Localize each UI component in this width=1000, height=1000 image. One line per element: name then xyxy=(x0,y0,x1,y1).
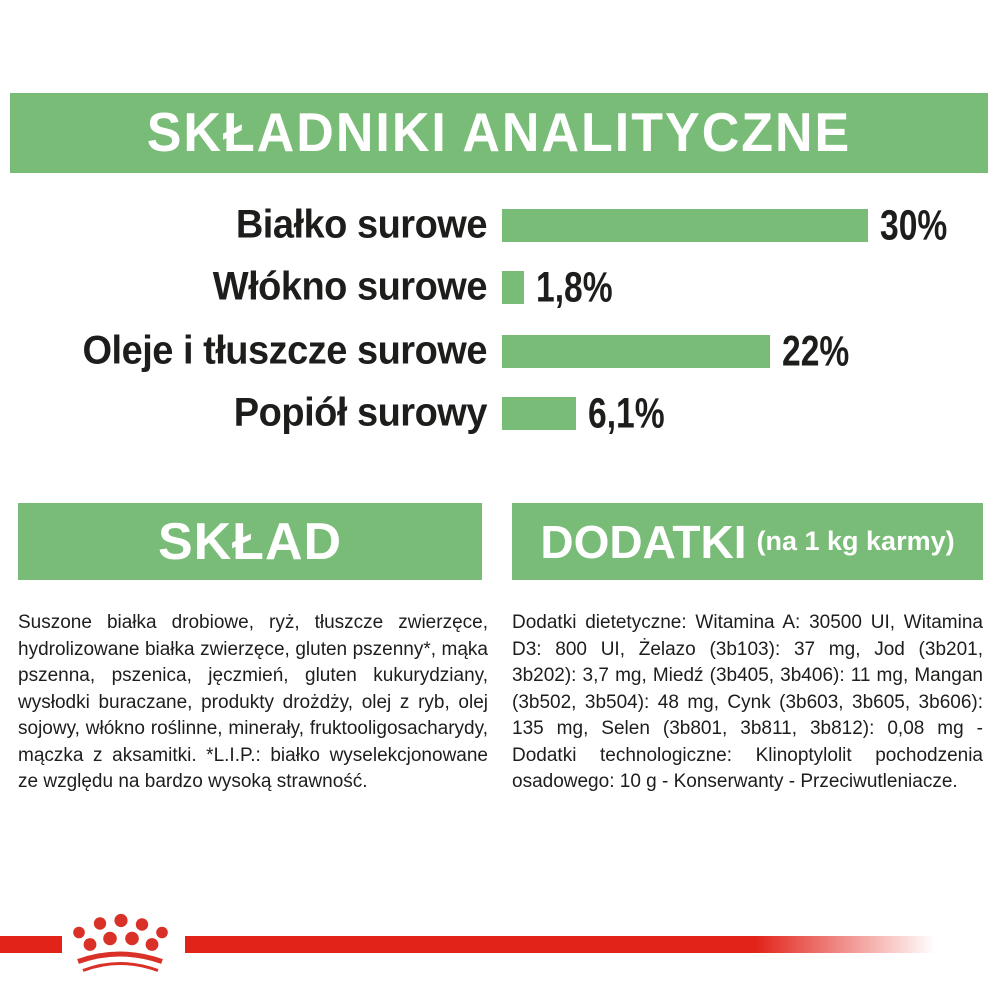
analytical-title: SKŁADNIKI ANALITYCZNE xyxy=(146,102,852,164)
chart-row-label: Popiół surowy xyxy=(233,390,488,435)
royal-canin-crown-icon xyxy=(73,913,168,972)
chart-bar xyxy=(502,208,868,242)
chart-bar xyxy=(502,334,771,368)
chart-row-protein: Białko surowe 30% xyxy=(0,200,1000,249)
additives-title: DODATKI xyxy=(540,515,747,568)
chart-row-label: Białko surowe xyxy=(235,202,488,247)
chart-row-value: 30% xyxy=(880,200,948,249)
chart-row-ash: Popiół surowy 6,1% xyxy=(0,388,1000,437)
chart-row-label: Oleje i tłuszcze surowe xyxy=(82,328,487,373)
composition-body: Suszone białka drobiowe, ryż, tłuszcze z… xyxy=(18,612,488,792)
additives-subtitle: (na 1 kg karmy) xyxy=(756,526,955,556)
chart-bar xyxy=(502,270,524,304)
chart-row-value: 1,8% xyxy=(535,262,613,311)
composition-header-band: SKŁAD xyxy=(18,503,482,580)
chart-row-label: Włókno surowe xyxy=(212,264,488,309)
additives-body: Dodatki dietetyczne: Witamina A: 30500 U… xyxy=(512,612,983,792)
composition-title: SKŁAD xyxy=(157,512,343,571)
footer-stripe-right xyxy=(185,936,935,953)
chart-row-fibre: Włókno surowe 1,8% xyxy=(0,262,1000,311)
chart-row-value: 22% xyxy=(782,326,850,375)
footer-stripe-left xyxy=(0,936,62,953)
chart-bar xyxy=(502,396,577,430)
analytical-header-band: SKŁADNIKI ANALITYCZNE xyxy=(10,93,988,173)
chart-row-value: 6,1% xyxy=(588,388,666,437)
chart-row-fat: Oleje i tłuszcze surowe 22% xyxy=(0,326,1000,375)
additives-header-band: DODATKI (na 1 kg karmy) xyxy=(512,503,983,580)
